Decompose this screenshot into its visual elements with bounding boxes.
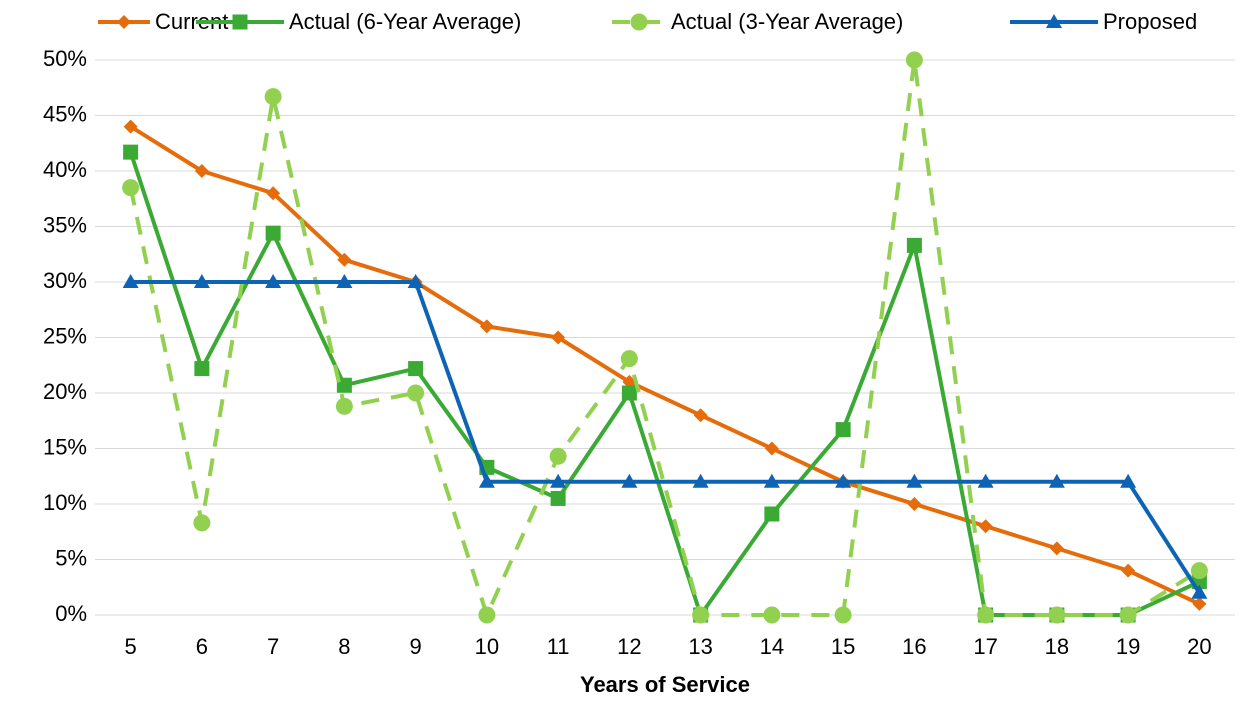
- data-point: [1049, 541, 1064, 556]
- x-tick-label: 5: [125, 634, 137, 659]
- data-point: [692, 473, 709, 488]
- data-point: [977, 473, 994, 488]
- legend-marker: [117, 15, 131, 29]
- data-point: [1048, 606, 1066, 624]
- y-tick-label: 50%: [43, 46, 87, 71]
- x-tick-label: 10: [475, 634, 499, 659]
- data-point: [764, 506, 780, 522]
- data-point: [264, 88, 282, 106]
- data-point: [194, 361, 210, 377]
- data-point: [478, 473, 495, 488]
- x-tick-label: 8: [338, 634, 350, 659]
- x-tick-label: 16: [902, 634, 926, 659]
- x-axis-title: Years of Service: [580, 672, 750, 697]
- data-point: [407, 274, 424, 288]
- x-tick-label: 14: [760, 634, 784, 659]
- y-tick-label: 20%: [43, 379, 87, 404]
- legend-label: Actual (6-Year Average): [289, 9, 521, 34]
- x-tick-label: 6: [196, 634, 208, 659]
- legend-marker: [630, 13, 648, 31]
- legend-label: Proposed: [1103, 9, 1197, 34]
- data-point: [123, 119, 138, 134]
- data-point: [478, 606, 496, 624]
- x-tick-label: 15: [831, 634, 855, 659]
- series-line: [130, 280, 1202, 594]
- x-tick-label: 13: [688, 634, 712, 659]
- x-tick-label: 17: [973, 634, 997, 659]
- series-line: [128, 151, 1201, 617]
- data-point: [408, 361, 424, 377]
- data-point: [620, 350, 638, 368]
- data-point: [692, 606, 710, 624]
- data-point: [977, 606, 995, 624]
- x-tick-label: 12: [617, 634, 641, 659]
- data-point: [479, 319, 494, 334]
- series-line: [128, 58, 1201, 617]
- x-tick-label: 19: [1116, 634, 1140, 659]
- data-point: [1190, 562, 1208, 580]
- y-tick-label: 35%: [43, 212, 87, 237]
- data-point: [549, 447, 567, 465]
- data-point: [835, 422, 851, 438]
- data-point: [905, 51, 923, 69]
- data-point: [693, 408, 708, 423]
- data-point: [763, 473, 780, 488]
- data-point: [194, 164, 209, 178]
- data-point: [122, 274, 139, 288]
- y-tick-label: 5%: [55, 545, 87, 570]
- y-tick-label: 10%: [43, 490, 87, 515]
- legend-label: Actual (3-Year Average): [671, 9, 903, 34]
- x-tick-label: 18: [1045, 634, 1069, 659]
- data-point: [764, 441, 779, 456]
- x-tick-label: 11: [547, 634, 570, 659]
- data-point: [834, 606, 852, 624]
- data-point: [337, 252, 352, 267]
- x-tick-label: 7: [267, 634, 279, 659]
- data-point: [1120, 473, 1137, 488]
- y-tick-label: 30%: [43, 268, 87, 293]
- data-point: [621, 473, 638, 488]
- data-point: [551, 330, 566, 345]
- data-point: [1121, 563, 1136, 578]
- data-point: [907, 497, 922, 511]
- data-point: [1191, 584, 1208, 599]
- data-point: [1192, 596, 1207, 611]
- data-point: [1048, 473, 1065, 488]
- y-tick-label: 45%: [43, 101, 87, 126]
- data-point: [550, 490, 566, 506]
- y-tick-label: 40%: [43, 157, 87, 182]
- data-point: [763, 606, 781, 624]
- data-point: [906, 237, 922, 253]
- data-point: [550, 473, 567, 488]
- y-tick-label: 15%: [43, 434, 87, 459]
- data-point: [978, 519, 993, 534]
- data-point: [835, 473, 852, 488]
- data-point: [336, 274, 353, 288]
- x-tick-label: 20: [1187, 634, 1211, 659]
- data-point: [123, 144, 139, 160]
- data-point: [265, 274, 282, 288]
- data-point: [266, 186, 281, 201]
- series-line: [129, 124, 1201, 606]
- legend-marker: [1046, 14, 1062, 28]
- y-tick-label: 0%: [55, 601, 87, 626]
- data-point: [906, 473, 923, 488]
- data-point: [122, 179, 140, 197]
- data-point: [407, 384, 425, 402]
- data-point: [193, 514, 211, 532]
- x-tick-label: 9: [410, 634, 422, 659]
- data-point: [621, 385, 637, 401]
- data-point: [265, 225, 281, 241]
- data-point: [193, 274, 210, 288]
- data-point: [1119, 606, 1137, 624]
- data-point: [335, 397, 353, 415]
- legend-marker: [232, 14, 248, 30]
- y-tick-label: 25%: [43, 323, 87, 348]
